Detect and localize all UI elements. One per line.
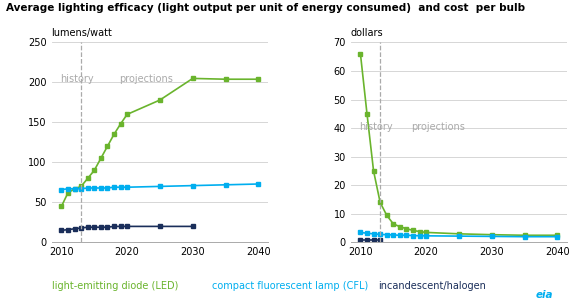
Text: light-emitting diode (LED): light-emitting diode (LED): [52, 281, 178, 291]
Text: projections: projections: [119, 75, 172, 85]
Text: lumens/watt: lumens/watt: [52, 28, 112, 38]
Text: history: history: [60, 75, 94, 85]
Text: compact fluorescent lamp (CFL): compact fluorescent lamp (CFL): [212, 281, 368, 291]
Text: eia: eia: [535, 290, 553, 300]
Text: incandescent/halogen: incandescent/halogen: [378, 281, 486, 291]
Text: projections: projections: [411, 122, 465, 132]
Text: dollars: dollars: [351, 28, 383, 38]
Text: history: history: [359, 122, 393, 132]
Text: Average lighting efficacy (light output per unit of energy consumed)  and cost  : Average lighting efficacy (light output …: [6, 3, 525, 13]
